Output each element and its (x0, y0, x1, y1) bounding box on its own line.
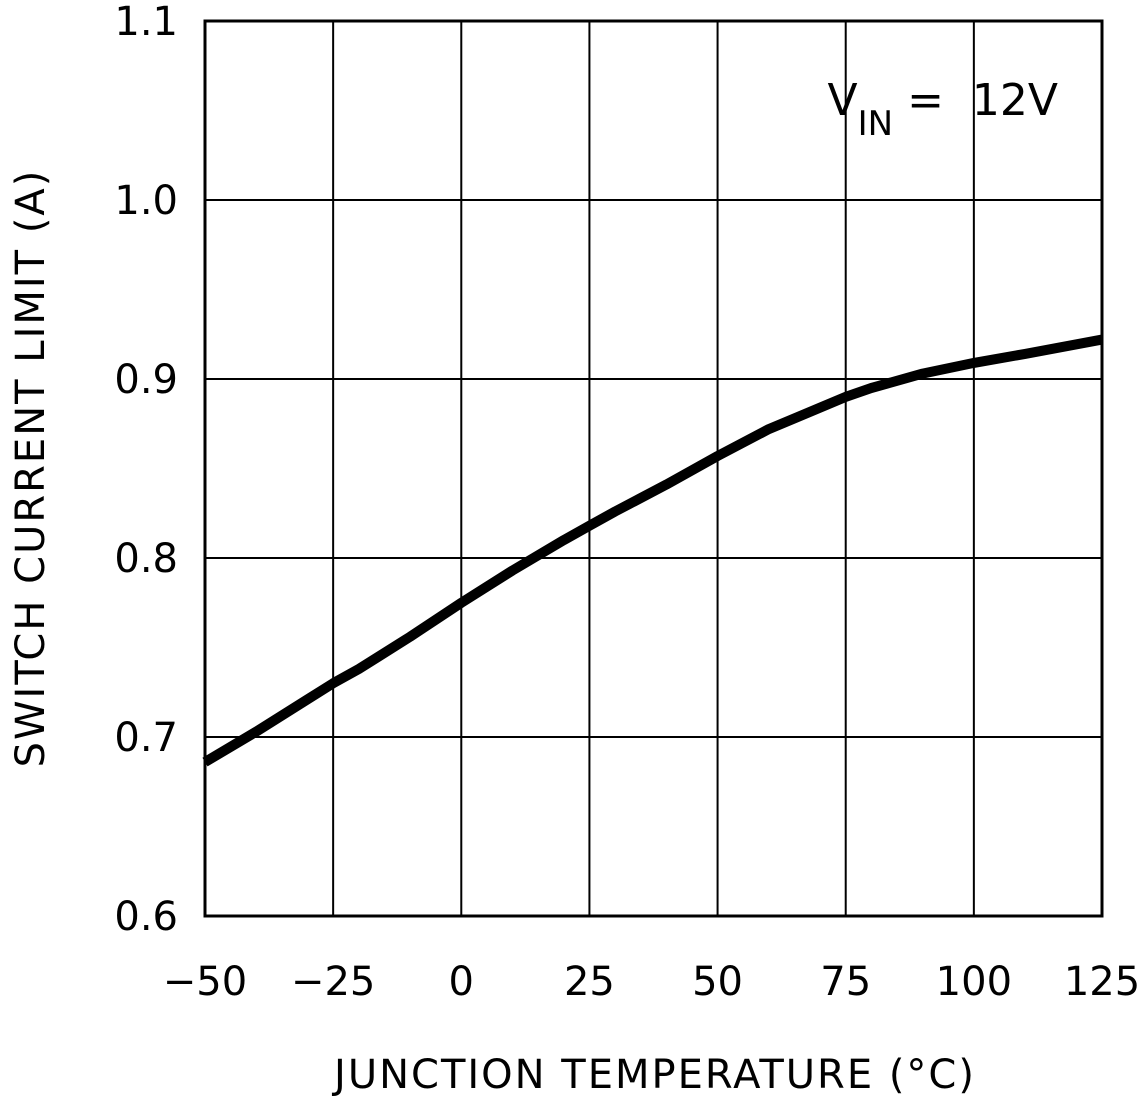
annotation-subscript: IN (858, 104, 893, 144)
vin-annotation: VIN = 12V (828, 75, 1059, 144)
x-tick-label: 50 (692, 959, 743, 1005)
y-tick-labels: 0.6 0.7 0.8 0.9 1.0 1.1 (114, 0, 178, 940)
grid-lines (205, 21, 1102, 916)
x-tick-label: −50 (163, 959, 247, 1005)
x-axis-label: JUNCTION TEMPERATURE (°C) (331, 1052, 976, 1098)
y-tick-label: 0.6 (114, 894, 178, 940)
y-tick-label: 1.1 (114, 0, 178, 45)
y-tick-label: 1.0 (114, 178, 178, 224)
series-layer (202, 334, 1103, 767)
y-tick-label: 0.9 (114, 357, 178, 403)
y-axis-label: SWITCH CURRENT LIMIT (A) (8, 169, 54, 768)
y-tick-label: 0.8 (114, 536, 178, 582)
x-tick-label: 25 (564, 959, 615, 1005)
x-tick-label: 75 (820, 959, 871, 1005)
annotation-suffix: = 12V (893, 75, 1058, 126)
x-tick-label: 100 (936, 959, 1012, 1005)
plot-frame (203, 19, 1104, 918)
x-tick-label: 0 (449, 959, 474, 1005)
y-tick-label: 0.7 (114, 715, 178, 761)
annotation-prefix: V (828, 75, 858, 126)
x-tick-label: −25 (291, 959, 375, 1005)
x-tick-labels: −50 −25 0 25 50 75 100 125 (163, 959, 1137, 1005)
series-line (202, 334, 1103, 767)
x-tick-label: 125 (1064, 959, 1137, 1005)
